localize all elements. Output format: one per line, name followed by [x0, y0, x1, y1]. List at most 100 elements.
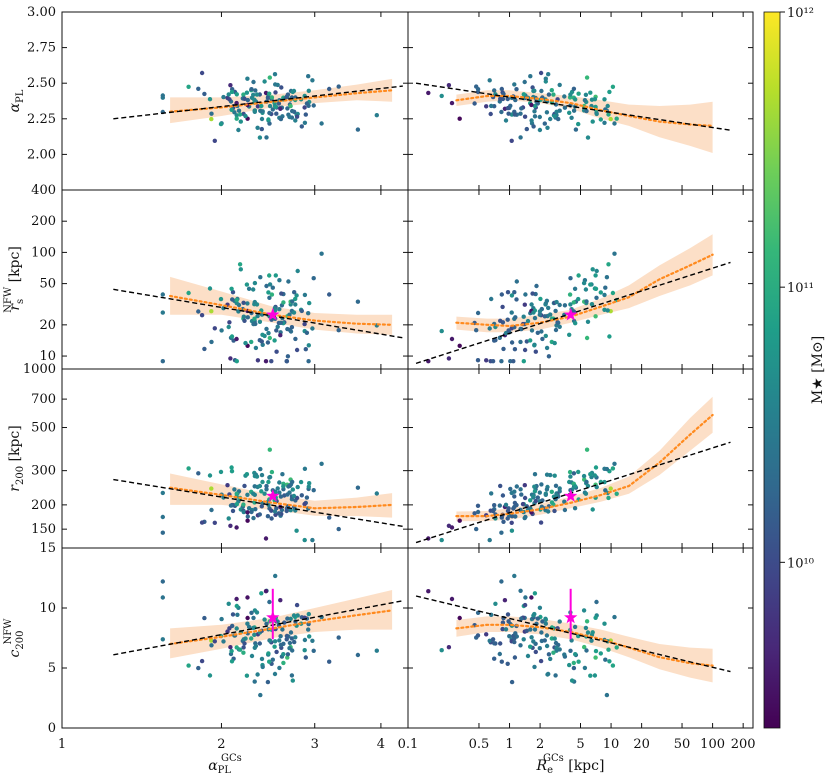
- galaxy-point: [265, 514, 271, 519]
- galaxy-point: [539, 630, 544, 635]
- galaxy-point: [319, 121, 324, 126]
- galaxy-point: [306, 311, 311, 316]
- galaxy-point: [227, 626, 232, 631]
- galaxy-point: [538, 70, 544, 76]
- galaxy-point: [241, 314, 246, 319]
- galaxy-point: [302, 648, 307, 653]
- galaxy-point: [537, 605, 543, 610]
- galaxy-point: [568, 474, 573, 479]
- galaxy-point: [237, 647, 243, 652]
- galaxy-point: [290, 487, 295, 492]
- galaxy-point: [499, 359, 504, 364]
- galaxy-point: [232, 110, 237, 115]
- galaxy-point: [232, 487, 237, 492]
- galaxy-point: [274, 111, 279, 116]
- galaxy-point: [475, 633, 481, 638]
- galaxy-point: [267, 638, 273, 643]
- galaxy-point: [522, 302, 527, 307]
- galaxy-point: [278, 116, 284, 122]
- galaxy-point: [549, 489, 554, 494]
- galaxy-point: [160, 637, 165, 642]
- galaxy-point: [509, 528, 515, 533]
- galaxy-point: [310, 326, 315, 331]
- galaxy-point: [518, 135, 523, 140]
- galaxy-point: [612, 614, 617, 620]
- galaxy-point: [540, 619, 545, 624]
- galaxy-point: [543, 333, 548, 339]
- galaxy-point: [499, 292, 504, 297]
- galaxy-point: [226, 601, 231, 606]
- galaxy-point: [196, 665, 201, 671]
- galaxy-point: [287, 114, 292, 120]
- galaxy-point: [602, 621, 607, 626]
- galaxy-point: [303, 655, 308, 660]
- galaxy-point: [270, 285, 275, 290]
- galaxy-point: [234, 603, 239, 609]
- galaxy-point: [543, 492, 548, 497]
- galaxy-point: [532, 489, 538, 494]
- galaxy-point: [508, 486, 513, 492]
- galaxy-point: [272, 509, 278, 514]
- galaxy-point: [484, 632, 489, 637]
- galaxy-point: [573, 484, 578, 489]
- galaxy-point: [266, 330, 271, 336]
- galaxy-point: [544, 345, 550, 351]
- galaxy-point: [472, 511, 477, 516]
- galaxy-point: [509, 138, 514, 143]
- galaxy-point: [593, 314, 598, 319]
- galaxy-point: [251, 287, 256, 292]
- galaxy-point: [160, 490, 165, 496]
- galaxy-point: [499, 579, 504, 584]
- galaxy-point: [263, 536, 269, 541]
- galaxy-point: [267, 335, 272, 341]
- galaxy-point: [548, 116, 553, 122]
- galaxy-point: [487, 326, 492, 331]
- galaxy-point: [258, 466, 263, 472]
- galaxy-point: [484, 104, 489, 109]
- galaxy-point: [584, 75, 590, 80]
- galaxy-point: [281, 652, 286, 657]
- x-tick-label: 0.5: [469, 737, 490, 752]
- galaxy-point: [273, 90, 278, 95]
- galaxy-point: [548, 656, 553, 662]
- galaxy-point: [529, 635, 534, 640]
- galaxy-point: [535, 495, 540, 500]
- axis-labels: M★ [M⊙] 2.002.252.502.753.00αPL102050100…: [3, 5, 826, 776]
- galaxy-point: [512, 573, 517, 579]
- x-tick-label: 20: [633, 737, 650, 752]
- galaxy-point: [518, 111, 523, 116]
- galaxy-point: [218, 469, 224, 475]
- galaxy-point: [249, 653, 255, 659]
- galaxy-point: [289, 636, 295, 641]
- galaxy-point: [221, 306, 226, 311]
- galaxy-point: [355, 485, 361, 490]
- y-tick-label: 200: [31, 498, 56, 513]
- galaxy-point: [594, 268, 599, 274]
- galaxy-point: [212, 520, 217, 525]
- galaxy-point: [604, 275, 610, 280]
- galaxy-point: [285, 616, 290, 621]
- galaxy-point: [584, 447, 590, 452]
- galaxy-point: [285, 106, 290, 111]
- galaxy-point: [593, 286, 599, 291]
- galaxy-point: [505, 508, 511, 514]
- galaxy-point: [218, 121, 224, 127]
- galaxy-point: [489, 296, 494, 302]
- y-tick-label: 2.75: [27, 41, 56, 56]
- galaxy-point: [576, 273, 581, 278]
- x-tick-label: 1: [505, 737, 513, 752]
- galaxy-point: [522, 483, 527, 488]
- galaxy-point: [241, 502, 246, 507]
- y-tick-label: 5: [48, 661, 56, 676]
- galaxy-point: [524, 126, 529, 132]
- galaxy-point: [251, 92, 256, 98]
- galaxy-point: [228, 356, 233, 361]
- galaxy-point: [209, 339, 214, 345]
- galaxy-point: [319, 461, 324, 466]
- galaxy-point: [522, 347, 528, 353]
- y-axis-label-row3: c200NFW: [3, 618, 26, 658]
- galaxy-point: [245, 301, 250, 306]
- galaxy-point: [254, 474, 260, 479]
- galaxy-point: [509, 490, 514, 496]
- galaxy-point: [291, 613, 297, 618]
